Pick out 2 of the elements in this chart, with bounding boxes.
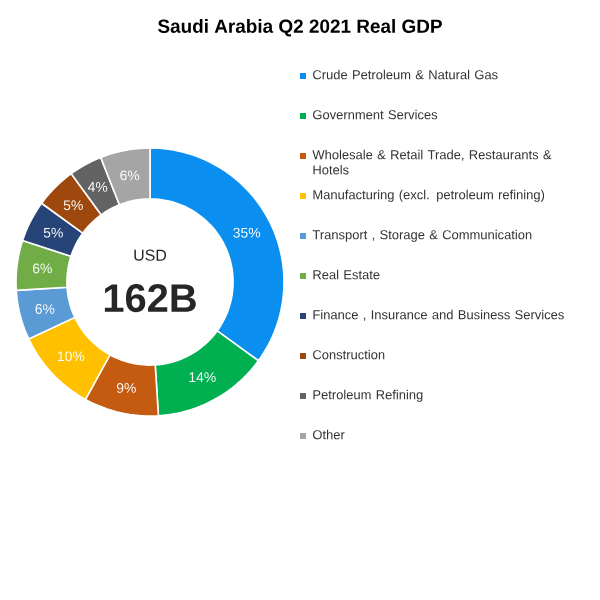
- chart-title: Saudi Arabia Q2 2021 Real GDP: [157, 19, 442, 37]
- text: 162B: [104, 283, 196, 313]
